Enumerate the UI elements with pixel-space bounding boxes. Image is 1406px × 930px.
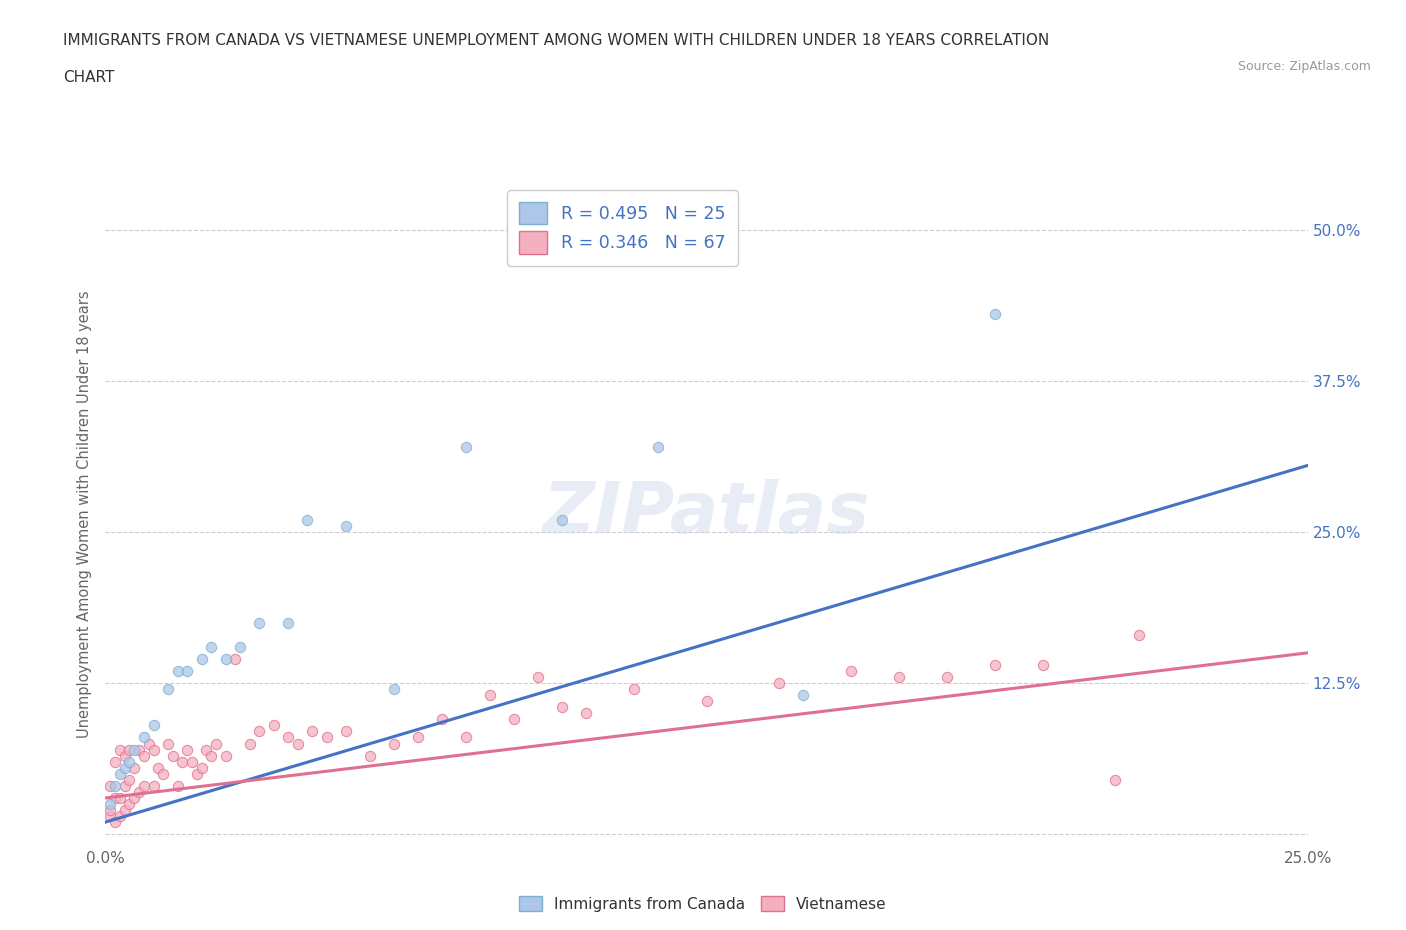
Point [142,742,165,757]
Point [551,512,574,527]
Point [527,670,550,684]
Point [166,778,188,793]
Point [247,616,270,631]
Point [114,803,136,817]
Point [108,809,131,824]
Point [108,742,131,757]
Point [190,652,212,667]
Point [263,718,285,733]
Point [335,724,357,739]
Point [839,664,862,679]
Point [118,796,141,811]
Point [142,778,165,793]
Point [1032,658,1054,672]
Point [104,815,127,830]
Point [454,440,477,455]
Point [430,712,453,727]
Point [156,737,179,751]
Point [315,730,337,745]
Point [247,724,270,739]
Point [205,737,228,751]
Legend: Immigrants from Canada, Vietnamese: Immigrants from Canada, Vietnamese [513,889,893,918]
Point [454,730,477,745]
Point [118,742,141,757]
Point [176,742,198,757]
Point [108,766,131,781]
Point [114,748,136,763]
Point [575,706,598,721]
Point [142,718,165,733]
Point [162,748,184,763]
Point [647,440,669,455]
Point [104,754,127,769]
Point [335,519,357,534]
Point [124,761,146,776]
Point [200,748,222,763]
Point [118,754,141,769]
Point [172,754,194,769]
Point [132,778,155,793]
Point [479,688,502,703]
Point [148,761,170,776]
Point [132,730,155,745]
Point [792,688,814,703]
Point [138,737,160,751]
Point [984,658,1007,672]
Point [104,790,127,805]
Point [239,737,262,751]
Point [277,616,299,631]
Point [156,682,179,697]
Point [152,766,174,781]
Point [114,761,136,776]
Point [696,694,718,709]
Point [936,670,959,684]
Point [551,700,574,715]
Point [277,730,299,745]
Point [98,809,121,824]
Point [359,748,381,763]
Point [984,307,1007,322]
Point [623,682,645,697]
Point [114,778,136,793]
Point [287,737,309,751]
Text: Source: ZipAtlas.com: Source: ZipAtlas.com [1237,60,1371,73]
Point [297,512,319,527]
Point [382,682,405,697]
Point [301,724,323,739]
Point [229,640,252,655]
Point [1104,772,1126,787]
Point [214,652,236,667]
Point [128,785,150,800]
Point [406,730,429,745]
Legend: R = 0.495   N = 25, R = 0.346   N = 67: R = 0.495 N = 25, R = 0.346 N = 67 [508,190,738,266]
Point [200,640,222,655]
Point [124,742,146,757]
Point [195,742,218,757]
Point [118,772,141,787]
Point [124,790,146,805]
Point [98,796,121,811]
Text: CHART: CHART [63,70,115,85]
Point [190,761,212,776]
Point [887,670,910,684]
Point [166,664,188,679]
Point [1128,628,1150,643]
Point [132,748,155,763]
Point [224,652,246,667]
Y-axis label: Unemployment Among Women with Children Under 18 years: Unemployment Among Women with Children U… [77,290,93,737]
Point [98,778,121,793]
Point [768,676,790,691]
Point [108,790,131,805]
Point [214,748,236,763]
Point [186,766,208,781]
Point [382,737,405,751]
Point [176,664,198,679]
Point [104,778,127,793]
Point [503,712,526,727]
Point [98,803,121,817]
Point [181,754,204,769]
Point [128,742,150,757]
Text: ZIPatlas: ZIPatlas [543,479,870,549]
Text: IMMIGRANTS FROM CANADA VS VIETNAMESE UNEMPLOYMENT AMONG WOMEN WITH CHILDREN UNDE: IMMIGRANTS FROM CANADA VS VIETNAMESE UNE… [63,33,1049,47]
